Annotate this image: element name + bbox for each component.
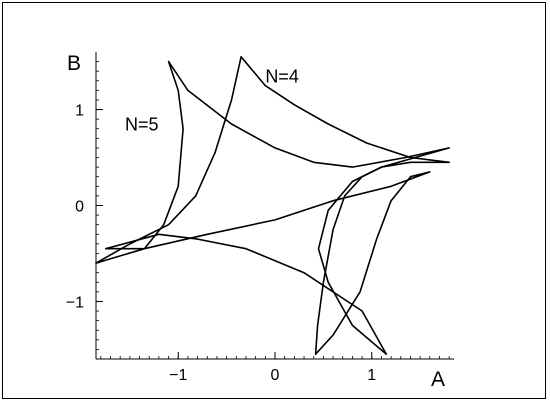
- y-tick-label: −1: [66, 294, 84, 311]
- axes: −1 0 1 1 0 −1: [66, 52, 454, 384]
- y-tick-label: 0: [75, 199, 84, 216]
- x-tick-label: 1: [367, 367, 376, 384]
- annotation-n-4: N=4: [265, 67, 299, 87]
- x-tick-label: 0: [271, 367, 280, 384]
- curves: [95, 55, 451, 356]
- y-tick-label: 1: [75, 103, 84, 120]
- x-axis-label: A: [431, 368, 445, 391]
- curve-n-5: [104, 60, 451, 356]
- chart-frame: [2, 2, 546, 399]
- y-axis-label: B: [67, 52, 81, 75]
- labels: A B N=4 N=5: [67, 52, 445, 391]
- annotation-n-5: N=5: [125, 115, 159, 135]
- curve-n-4: [95, 55, 451, 356]
- x-tick-label: −1: [169, 367, 187, 384]
